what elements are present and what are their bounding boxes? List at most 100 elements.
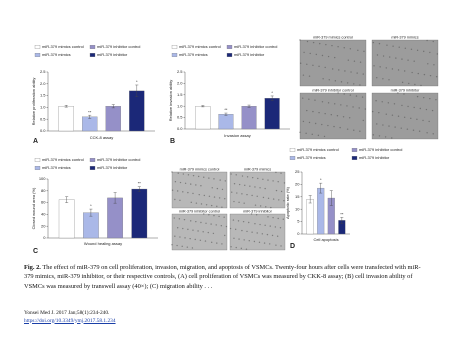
cell-speck xyxy=(183,218,186,221)
cell-speck xyxy=(378,42,381,45)
cell-speck xyxy=(262,178,264,180)
cell-speck xyxy=(352,106,354,108)
cell-speck xyxy=(318,65,320,68)
cell-speck xyxy=(255,214,258,216)
cell-speck xyxy=(393,103,396,105)
y-tick-label: 2.5 xyxy=(40,69,46,74)
cell-speck xyxy=(192,192,194,195)
cell-speck xyxy=(408,82,410,85)
cell-speck xyxy=(254,223,256,225)
cell-speck xyxy=(267,179,269,181)
cell-speck xyxy=(356,72,358,74)
cell-speck xyxy=(359,61,362,63)
y-tick-label: 5 xyxy=(297,219,300,224)
cell-speck xyxy=(208,177,210,179)
cell-speck xyxy=(419,107,422,110)
cell-speck xyxy=(266,233,269,236)
cell-speck xyxy=(362,73,364,75)
y-tick-label: 1.5 xyxy=(177,92,183,97)
cell-speck xyxy=(391,137,393,139)
cell-speck xyxy=(174,198,176,201)
significance: * xyxy=(320,177,322,182)
cell-speck xyxy=(233,237,235,239)
cell-speck xyxy=(238,183,241,186)
legend-label: miR-379 mimics control xyxy=(179,44,221,49)
cell-speck xyxy=(403,116,406,118)
legend-swatch xyxy=(34,166,41,170)
legend-label: miR-379 mimics xyxy=(42,52,71,57)
cell-speck xyxy=(328,79,330,81)
cell-speck xyxy=(182,227,184,230)
error-bar xyxy=(113,192,117,204)
cell-speck xyxy=(246,176,249,178)
cell-speck xyxy=(344,70,346,72)
y-tick-label: 1.0 xyxy=(40,104,46,109)
cell-speck xyxy=(199,239,202,241)
micrograph-label: miR-379 inhibitor xyxy=(243,210,272,214)
legend-label: miR-379 inhibitor control xyxy=(97,157,140,162)
cell-speck xyxy=(230,246,232,248)
legend-swatch xyxy=(89,166,96,170)
cell-speck xyxy=(272,180,274,182)
cell-speck xyxy=(221,206,223,208)
y-tick-label: 2.0 xyxy=(40,81,46,86)
cell-speck xyxy=(203,213,205,215)
micrograph-label: miR-379 inhibitor control xyxy=(179,210,220,214)
cell-speck xyxy=(346,82,349,84)
cell-speck xyxy=(259,223,261,226)
cell-speck xyxy=(406,128,409,130)
cell-speck xyxy=(241,229,243,232)
cell-speck xyxy=(331,44,333,47)
doi-link[interactable]: https://doi.org/10.3349/ymj.2017.58.1.23… xyxy=(24,317,116,324)
legend-swatch xyxy=(34,53,41,57)
cell-speck xyxy=(263,242,266,244)
legend-swatch xyxy=(226,53,233,57)
cell-speck xyxy=(250,213,253,215)
bar xyxy=(105,106,121,132)
cell-speck xyxy=(259,205,262,207)
cell-speck xyxy=(203,176,205,178)
cell-speck xyxy=(359,130,361,132)
cell-speck xyxy=(238,238,240,240)
cell-speck xyxy=(238,201,240,204)
cell-speck xyxy=(208,214,210,216)
cell-speck xyxy=(433,64,435,66)
cell-speck xyxy=(213,214,215,217)
cell-speck xyxy=(220,225,223,227)
cell-speck xyxy=(192,174,195,177)
cell-speck xyxy=(382,78,384,80)
cell-speck xyxy=(275,244,277,246)
micrograph-label: miR-379 mimics xyxy=(391,36,418,40)
legend-label: miR-379 mimics control xyxy=(42,44,84,49)
bar xyxy=(83,212,99,239)
cell-speck xyxy=(388,125,390,127)
cell-speck xyxy=(353,129,355,131)
micrograph-label: miR-379 inhibitor control xyxy=(312,89,353,93)
legend-swatch xyxy=(289,148,296,152)
bar xyxy=(264,98,280,130)
error-bar xyxy=(111,104,115,109)
cell-speck xyxy=(272,216,274,219)
cell-speck xyxy=(378,111,380,114)
cell-speck xyxy=(187,191,189,194)
error-bar xyxy=(135,84,139,97)
legend-label: miR-379 inhibitor control xyxy=(97,44,140,49)
cell-speck xyxy=(225,225,228,228)
error-bar xyxy=(89,208,93,217)
significance: * xyxy=(90,203,92,208)
legend-swatch xyxy=(89,158,96,162)
cell-speck xyxy=(274,226,277,228)
micrograph-label: miR-379 mimics control xyxy=(180,168,220,172)
cell-speck xyxy=(416,118,418,121)
bar xyxy=(317,187,325,235)
cell-speck xyxy=(242,220,245,223)
legend-label: miR-379 mimics control xyxy=(42,157,84,162)
cell-speck xyxy=(256,232,258,234)
cell-speck xyxy=(385,67,387,69)
cell-speck xyxy=(346,128,349,130)
y-tick-label: 25 xyxy=(295,169,300,174)
y-axis-label: Relative invasion ability xyxy=(168,80,173,122)
cell-speck xyxy=(401,81,404,84)
cell-speck xyxy=(391,114,394,116)
